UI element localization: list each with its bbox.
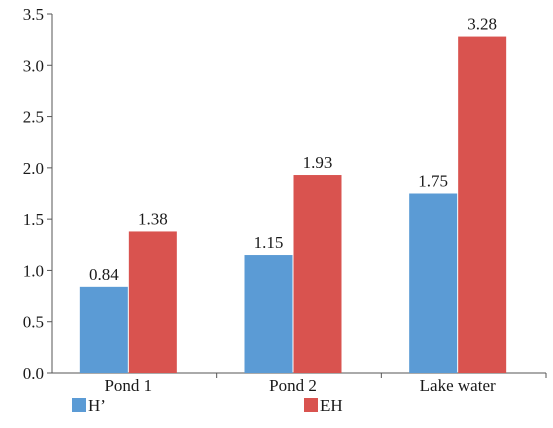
legend-swatch bbox=[304, 398, 318, 412]
bar-eh bbox=[293, 175, 342, 373]
bar-eh bbox=[458, 36, 507, 374]
x-tick-label: Lake water bbox=[420, 376, 496, 395]
bar-value-label: 1.75 bbox=[418, 172, 448, 191]
bar-value-label: 1.38 bbox=[138, 209, 168, 228]
bar-h-prime bbox=[79, 286, 128, 373]
y-tick-label: 3.5 bbox=[23, 5, 44, 24]
y-tick-label: 1.5 bbox=[23, 210, 44, 229]
y-tick-label: 1.0 bbox=[23, 261, 44, 280]
y-tick-label: 0.0 bbox=[23, 364, 44, 383]
bar-eh bbox=[128, 231, 177, 373]
legend: H’ EH bbox=[72, 396, 343, 415]
bar-value-label: 1.93 bbox=[303, 153, 333, 172]
bar-value-label: 3.28 bbox=[467, 15, 497, 34]
legend-label: EH bbox=[320, 396, 343, 415]
x-axis-tick-labels: Pond 1 Pond 2 Lake water bbox=[104, 373, 547, 395]
y-axis-ticks: 0.0 0.5 1.0 1.5 2.0 2.5 3.0 3.5 bbox=[23, 5, 52, 383]
bar-h-prime bbox=[244, 255, 293, 373]
y-tick-label: 3.0 bbox=[23, 56, 44, 75]
legend-label: H’ bbox=[88, 396, 106, 415]
y-tick-label: 0.5 bbox=[23, 313, 44, 332]
x-tick-label: Pond 1 bbox=[104, 376, 152, 395]
y-tick-label: 2.0 bbox=[23, 159, 44, 178]
bar-value-label: 0.84 bbox=[89, 265, 119, 284]
y-tick-label: 2.5 bbox=[23, 108, 44, 127]
x-tick-label: Pond 2 bbox=[269, 376, 317, 395]
bar-value-label: 1.15 bbox=[254, 233, 284, 252]
bar-h-prime bbox=[409, 193, 458, 373]
bar-groups: 0.84 1.38 1.15 1.93 1.75 3.28 bbox=[79, 15, 507, 374]
legend-swatch bbox=[72, 398, 86, 412]
